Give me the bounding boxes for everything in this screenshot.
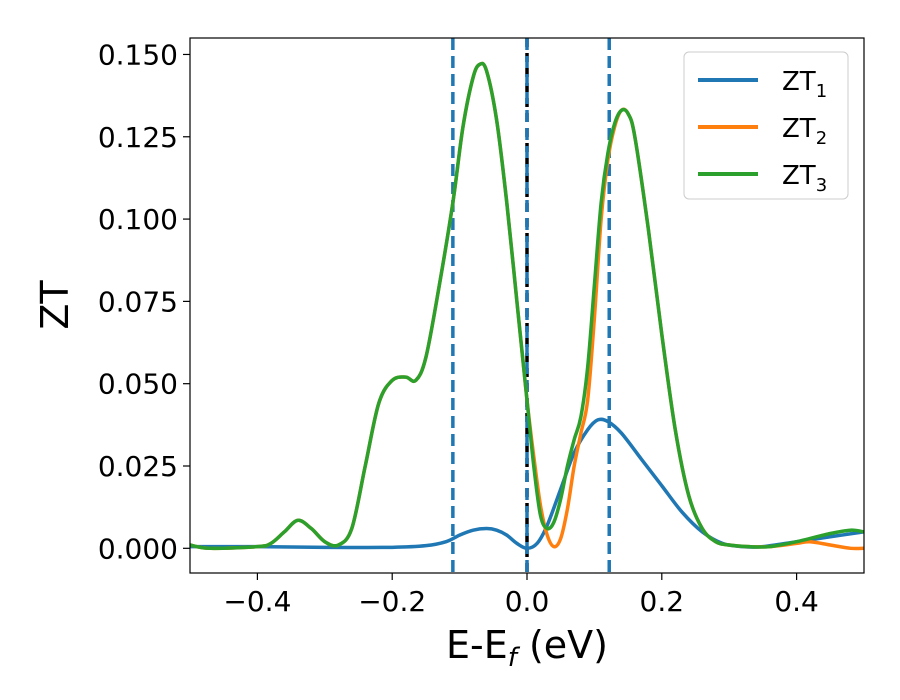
x-tick-label: 0.2: [640, 585, 685, 618]
legend-label-zt1: ZT1: [782, 67, 827, 102]
series-layer: [190, 61, 864, 551]
legend-label-main: ZT: [782, 67, 816, 97]
x-tick-label: 0.4: [774, 585, 819, 618]
y-tick-label: 0.050: [98, 368, 178, 401]
y-tick-label: 0.125: [98, 121, 178, 154]
y-tick-label: 0.075: [98, 285, 178, 318]
y-tick-label: 0.025: [98, 450, 178, 483]
x-tick-label: −0.4: [223, 585, 291, 618]
legend-label-subscript: 1: [816, 81, 827, 102]
x-axis-label-main: E-E: [446, 623, 508, 667]
series-line-zt3: [190, 61, 864, 551]
y-tick-label: 0.100: [98, 203, 178, 236]
legend-label-zt3: ZT3: [782, 161, 827, 196]
legend-label-subscript: 3: [816, 175, 827, 196]
y-tick-label: 0.150: [98, 38, 178, 71]
y-axis-ticks: 0.000 0.025 0.050 0.075 0.100 0.125 0.150: [98, 38, 190, 565]
x-tick-label: −0.2: [358, 585, 426, 618]
legend-box: [683, 51, 849, 200]
x-axis-ticks: −0.4 −0.2 0.0 0.2 0.4: [223, 573, 819, 618]
x-axis-label: E-Ef (eV): [446, 623, 608, 673]
legend-label-zt2: ZT2: [782, 114, 827, 149]
legend-label-main: ZT: [782, 161, 816, 191]
legend-label-subscript: 2: [816, 128, 827, 149]
x-axis-label-unit: (eV): [517, 623, 608, 667]
legend-label-main: ZT: [782, 114, 816, 144]
x-tick-label: 0.0: [505, 585, 550, 618]
y-tick-label: 0.000: [98, 532, 178, 565]
y-axis-label: ZT: [33, 280, 77, 330]
